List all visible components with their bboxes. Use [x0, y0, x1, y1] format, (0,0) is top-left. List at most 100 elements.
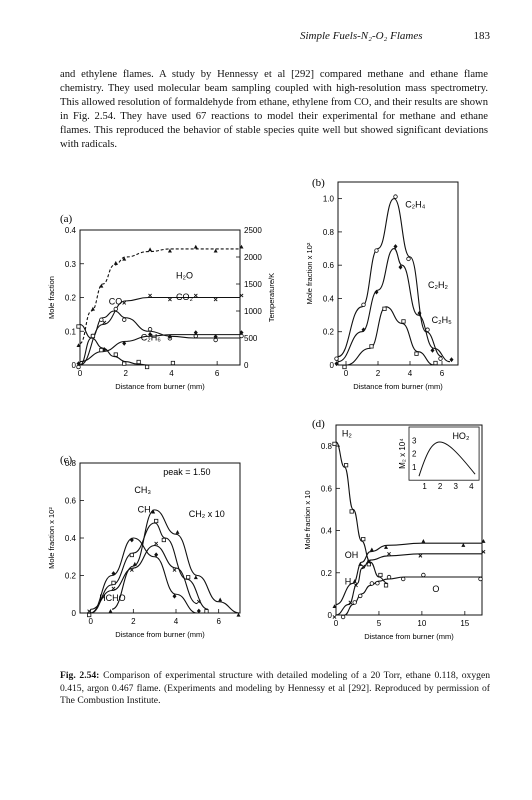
data-point — [129, 537, 134, 543]
data-point — [386, 574, 392, 580]
series-annotation: H₂O — [176, 271, 193, 281]
y-tick-label: 0.2 — [65, 572, 77, 581]
data-point — [361, 302, 366, 307]
panel-d: (d) 0 5 10 15 0 0.2 0.4 0.6 0.8 Distance from burn… — [303, 418, 486, 641]
panel-a: (a) 0 2 4 6 0 0.1 0.2 0.3 0.4 Distance from burner… — [47, 213, 276, 391]
page-header: Simple Fuels-N₂-O₂ Flames 183 — [300, 30, 490, 42]
series-annotation: C₂H₄ — [405, 200, 425, 210]
data-point — [478, 576, 483, 582]
data-point — [361, 564, 366, 569]
x-tick-label: 15 — [460, 619, 469, 628]
data-point — [172, 568, 177, 572]
running-title: Simple Fuels-N₂-O₂ Flames — [300, 30, 423, 42]
data-point — [147, 327, 153, 332]
y-tick-label: 0.8 — [321, 442, 333, 451]
panel-label: (b) — [312, 177, 325, 189]
data-point — [172, 593, 177, 599]
y-tick-label: 0.1 — [65, 327, 77, 336]
data-point — [167, 334, 172, 340]
inset-y-label: M₂ x 10⁴ — [398, 438, 407, 469]
data-point — [340, 614, 346, 620]
x-tick-label: 6 — [215, 369, 220, 378]
x-tick-label: 2 — [376, 369, 381, 378]
x-tick-label: 2 — [123, 369, 128, 378]
data-point — [148, 331, 153, 337]
y-tick-label: 0.6 — [321, 484, 333, 493]
data-point — [154, 541, 159, 546]
data-point — [366, 560, 371, 565]
data-point — [193, 244, 198, 249]
series-annotation: CH₃ — [134, 485, 151, 495]
y-tick-label: 0.4 — [321, 527, 333, 536]
series-annotation: peak = 1.50 — [163, 467, 210, 477]
inset-x-tick-label: 2 — [438, 482, 443, 491]
inset-x-tick-label: 3 — [453, 482, 458, 491]
panel-b: (b) 0 2 4 6 0 0.2 0.4 0.6 0.8 1.0 Distance from bur… — [305, 177, 459, 391]
panel-c: (c) 0 2 4 6 0 0.2 0.4 0.6 0.8 Distance from burner… — [47, 454, 241, 639]
data-point — [361, 327, 366, 333]
y-axis-label: Mole fraction x 10² — [47, 507, 56, 569]
data-point — [122, 317, 127, 322]
series-line — [90, 537, 198, 614]
series-annotation: CO₂ — [176, 292, 194, 302]
panel-label: (c) — [60, 454, 73, 466]
series-line — [79, 334, 240, 363]
data-point — [361, 537, 366, 542]
data-point — [348, 600, 353, 605]
x-tick-label: 4 — [174, 617, 179, 626]
y-tick-label: 0.2 — [321, 569, 333, 578]
data-point — [99, 317, 104, 322]
series-line — [335, 553, 482, 616]
y-tick-label: 0.6 — [65, 497, 77, 506]
y2-tick-label: 0 — [244, 361, 249, 370]
data-point — [218, 597, 223, 602]
data-point — [129, 568, 134, 572]
data-point — [239, 330, 244, 336]
data-point — [122, 256, 127, 261]
data-point — [332, 615, 337, 619]
data-point — [111, 586, 116, 591]
data-point — [186, 575, 191, 580]
data-point — [401, 319, 406, 324]
data-point — [151, 509, 156, 514]
data-point — [113, 352, 118, 357]
y-tick-label: 0 — [330, 361, 335, 370]
data-point — [76, 343, 81, 347]
data-point — [204, 609, 209, 614]
series-annotation: H — [345, 577, 352, 587]
x-tick-label: 4 — [408, 369, 413, 378]
y2-tick-label: 1000 — [244, 307, 262, 316]
data-point — [352, 600, 357, 605]
plot-frame — [335, 424, 483, 616]
data-point — [383, 583, 389, 588]
page-number: 183 — [473, 30, 491, 42]
plot-frame — [337, 181, 459, 366]
inset-series-line — [418, 441, 476, 477]
data-point — [148, 247, 153, 252]
y-tick-label: 0.3 — [65, 260, 77, 269]
x-tick-label: 6 — [216, 617, 221, 626]
data-point — [148, 293, 152, 298]
series-annotation: H₂ — [342, 428, 352, 438]
data-point — [76, 324, 81, 329]
data-point — [76, 361, 81, 367]
data-point — [167, 248, 172, 253]
data-point — [358, 593, 363, 599]
data-point — [414, 351, 419, 356]
data-point — [378, 572, 383, 578]
series-annotation: O — [432, 584, 439, 594]
data-point — [111, 571, 116, 576]
data-point — [374, 289, 379, 295]
series-line — [111, 509, 241, 614]
caption-label: Fig. 2.54: — [60, 670, 100, 681]
data-point — [406, 256, 411, 262]
y-tick-label: 0 — [328, 611, 333, 620]
data-point — [481, 549, 486, 554]
y-tick-label: 0.4 — [65, 226, 77, 235]
data-point — [358, 562, 363, 566]
x-tick-label: 0 — [78, 369, 83, 378]
y-tick-label: 0.6 — [323, 261, 335, 270]
y-tick-label: 0.4 — [65, 534, 77, 543]
data-point — [421, 539, 426, 543]
